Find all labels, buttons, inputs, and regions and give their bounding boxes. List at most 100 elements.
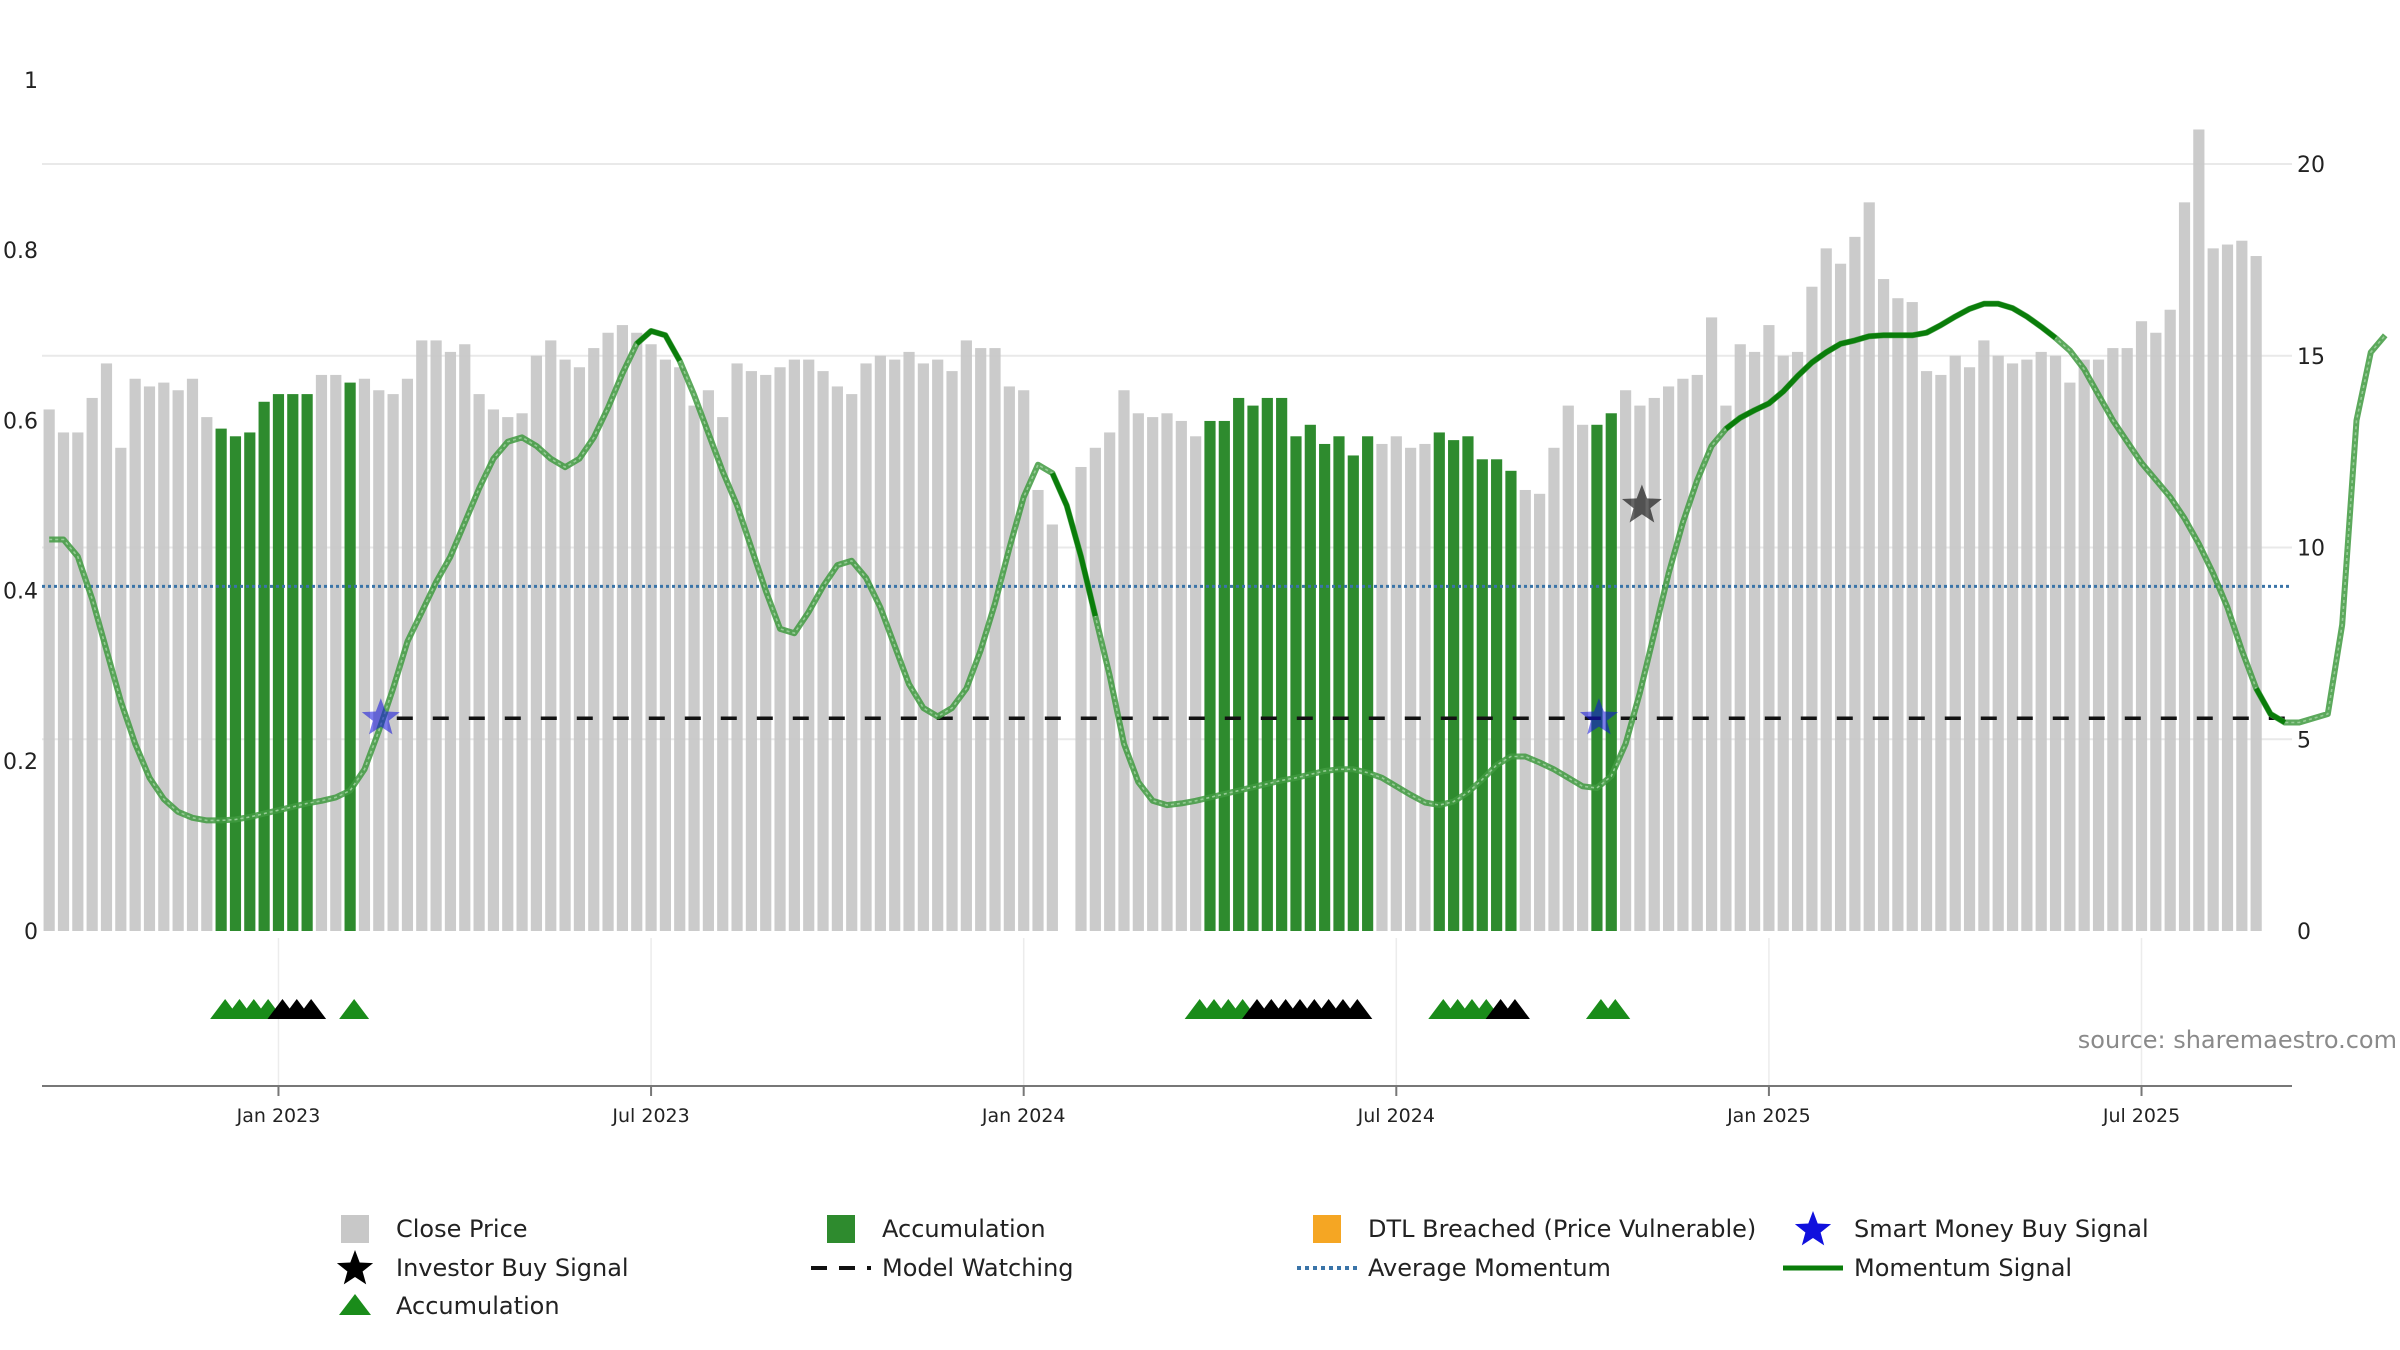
close-price-bar xyxy=(1877,279,1890,931)
accumulation-bar xyxy=(1304,424,1316,931)
close-price-bar xyxy=(2092,359,2105,932)
close-price-bar xyxy=(530,355,543,931)
close-price-bar xyxy=(831,386,843,931)
legend-label: Model Watching xyxy=(882,1254,1074,1282)
close-price-bar xyxy=(1663,386,1675,931)
close-price-bar xyxy=(1419,443,1431,931)
close-price-bar xyxy=(1748,351,1761,931)
close-price-bar xyxy=(1834,263,1847,932)
legend-marker xyxy=(827,1215,855,1243)
close-price-bar xyxy=(129,378,141,931)
close-price-bar xyxy=(1634,405,1646,932)
close-price-bar xyxy=(1892,298,1904,932)
close-price-bar xyxy=(846,394,858,932)
close-price-bar xyxy=(86,397,98,931)
close-price-bar xyxy=(1519,489,1531,931)
close-price-bar xyxy=(874,355,886,931)
accumulation-bar xyxy=(1448,440,1460,931)
accumulation-bar xyxy=(1204,420,1216,931)
close-price-bar xyxy=(43,409,55,931)
source-label: source: sharemaestro.com xyxy=(2078,1026,2397,1054)
close-price-bar xyxy=(72,432,84,931)
accumulation-bar xyxy=(244,432,256,931)
accumulation-bar xyxy=(258,401,270,931)
accumulation-bar xyxy=(1491,459,1503,931)
accumulation-bar xyxy=(1476,459,1488,931)
x-axis-tick: Jan 2024 xyxy=(981,1105,1066,1127)
close-price-bar xyxy=(731,363,743,931)
close-price-bar xyxy=(2078,359,2090,932)
close-price-bar xyxy=(2150,332,2162,931)
close-price-bar xyxy=(2164,309,2176,932)
x-axis-tick: Jan 2025 xyxy=(1726,1105,1811,1127)
close-price-bar xyxy=(702,390,714,931)
right-axis-tick: 10 xyxy=(2297,537,2325,562)
close-price-bar xyxy=(158,382,170,932)
close-price-bar xyxy=(1577,424,1589,931)
legend: Close Price Accumulation DTL Breached (Pri… xyxy=(336,1211,2149,1320)
legend-label: Accumulation xyxy=(882,1215,1046,1243)
legend-label: Momentum Signal xyxy=(1854,1254,2072,1282)
close-price-bar xyxy=(1118,390,1130,931)
close-price-bar xyxy=(1548,447,1560,931)
legend-marker xyxy=(1313,1215,1341,1243)
accumulation-bar xyxy=(301,394,313,932)
close-price-bar xyxy=(186,378,199,931)
close-price-bar xyxy=(115,447,127,931)
close-price-bar xyxy=(57,432,70,931)
close-price-bar xyxy=(2049,355,2062,931)
close-price-bar xyxy=(2207,248,2219,931)
close-price-bar xyxy=(1376,443,1388,931)
close-price-bar xyxy=(616,325,629,931)
momentum-signal-strong xyxy=(1050,472,1098,617)
close-price-bar xyxy=(631,332,643,931)
close-price-bar xyxy=(960,340,972,931)
close-price-bar xyxy=(1018,390,1030,931)
legend-label: Smart Money Buy Signal xyxy=(1854,1215,2149,1243)
close-price-bar xyxy=(1963,367,1976,931)
accumulation-bar xyxy=(1276,397,1288,931)
close-price-bar xyxy=(430,340,442,931)
close-price-bar xyxy=(444,351,457,931)
close-price-bar xyxy=(1032,489,1044,931)
close-price-bar xyxy=(2178,202,2191,932)
close-price-bar xyxy=(315,374,328,931)
close-price-bar xyxy=(1648,397,1660,931)
close-price-bar xyxy=(1691,374,1703,931)
close-price-bar xyxy=(373,390,385,931)
close-price-bar xyxy=(573,367,586,931)
close-price-bar xyxy=(2250,256,2262,931)
close-price-bar xyxy=(330,374,342,931)
legend-label: DTL Breached (Price Vulnerable) xyxy=(1368,1215,1756,1243)
close-price-bar xyxy=(602,332,614,931)
close-price-bar xyxy=(487,409,500,931)
x-axis-tick: Jan 2023 xyxy=(236,1105,321,1127)
close-price-bar xyxy=(745,371,757,932)
close-price-bar xyxy=(932,359,944,932)
close-price-bar xyxy=(774,367,786,931)
close-price-bar xyxy=(1849,236,1861,932)
close-price-bar xyxy=(1534,493,1546,931)
close-price-bar xyxy=(803,359,815,932)
close-price-bar xyxy=(588,348,600,932)
accumulation-triangle xyxy=(339,999,370,1019)
close-price-bar xyxy=(989,348,1001,932)
close-price-bar xyxy=(645,344,657,931)
close-price-bar xyxy=(1175,420,1187,931)
close-price-bar xyxy=(946,371,958,932)
signal-lines xyxy=(42,300,2388,824)
close-price-bar xyxy=(1089,447,1101,931)
accumulation-bar xyxy=(1290,436,1302,931)
close-price-bar xyxy=(1906,302,1918,931)
close-price-bar xyxy=(2121,348,2133,932)
close-price-bar xyxy=(1763,325,1775,931)
left-axis-tick: 0.8 xyxy=(3,239,38,264)
close-price-bar xyxy=(502,417,514,931)
momentum-signal-strong xyxy=(1724,301,2058,431)
close-price-bar xyxy=(1003,386,1015,931)
price-bars xyxy=(43,129,2262,932)
close-price-bar xyxy=(788,359,800,932)
signal-markers xyxy=(210,484,1662,1019)
